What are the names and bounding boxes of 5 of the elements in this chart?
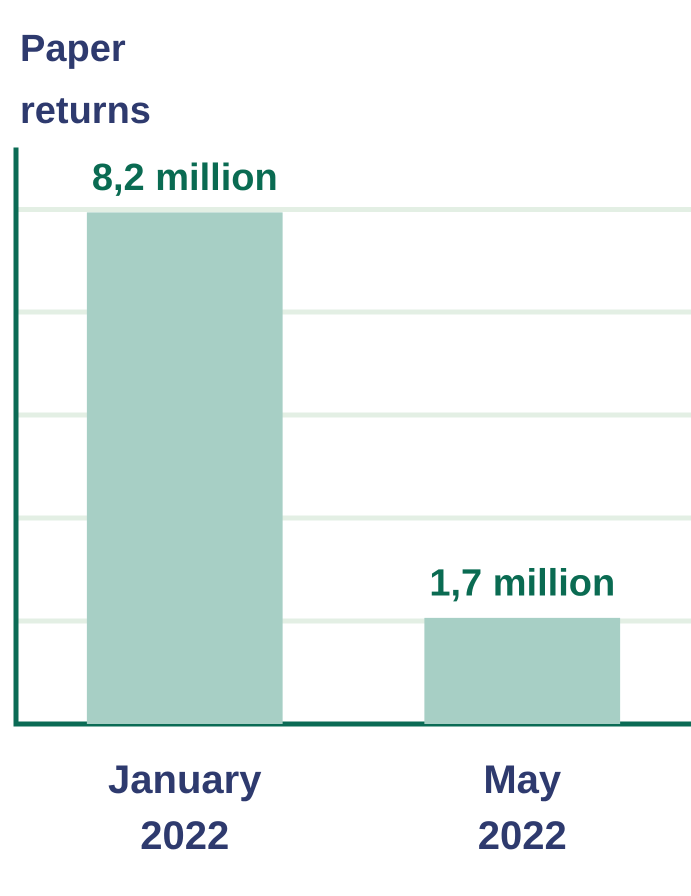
chart-title: Paper returns [20, 27, 152, 134]
x-tick-label: May 2022 [478, 758, 567, 858]
x-tick-label: January 2022 [108, 758, 262, 858]
data-label: 1,7 million [429, 562, 616, 604]
data-label: 8,2 million [92, 156, 278, 199]
